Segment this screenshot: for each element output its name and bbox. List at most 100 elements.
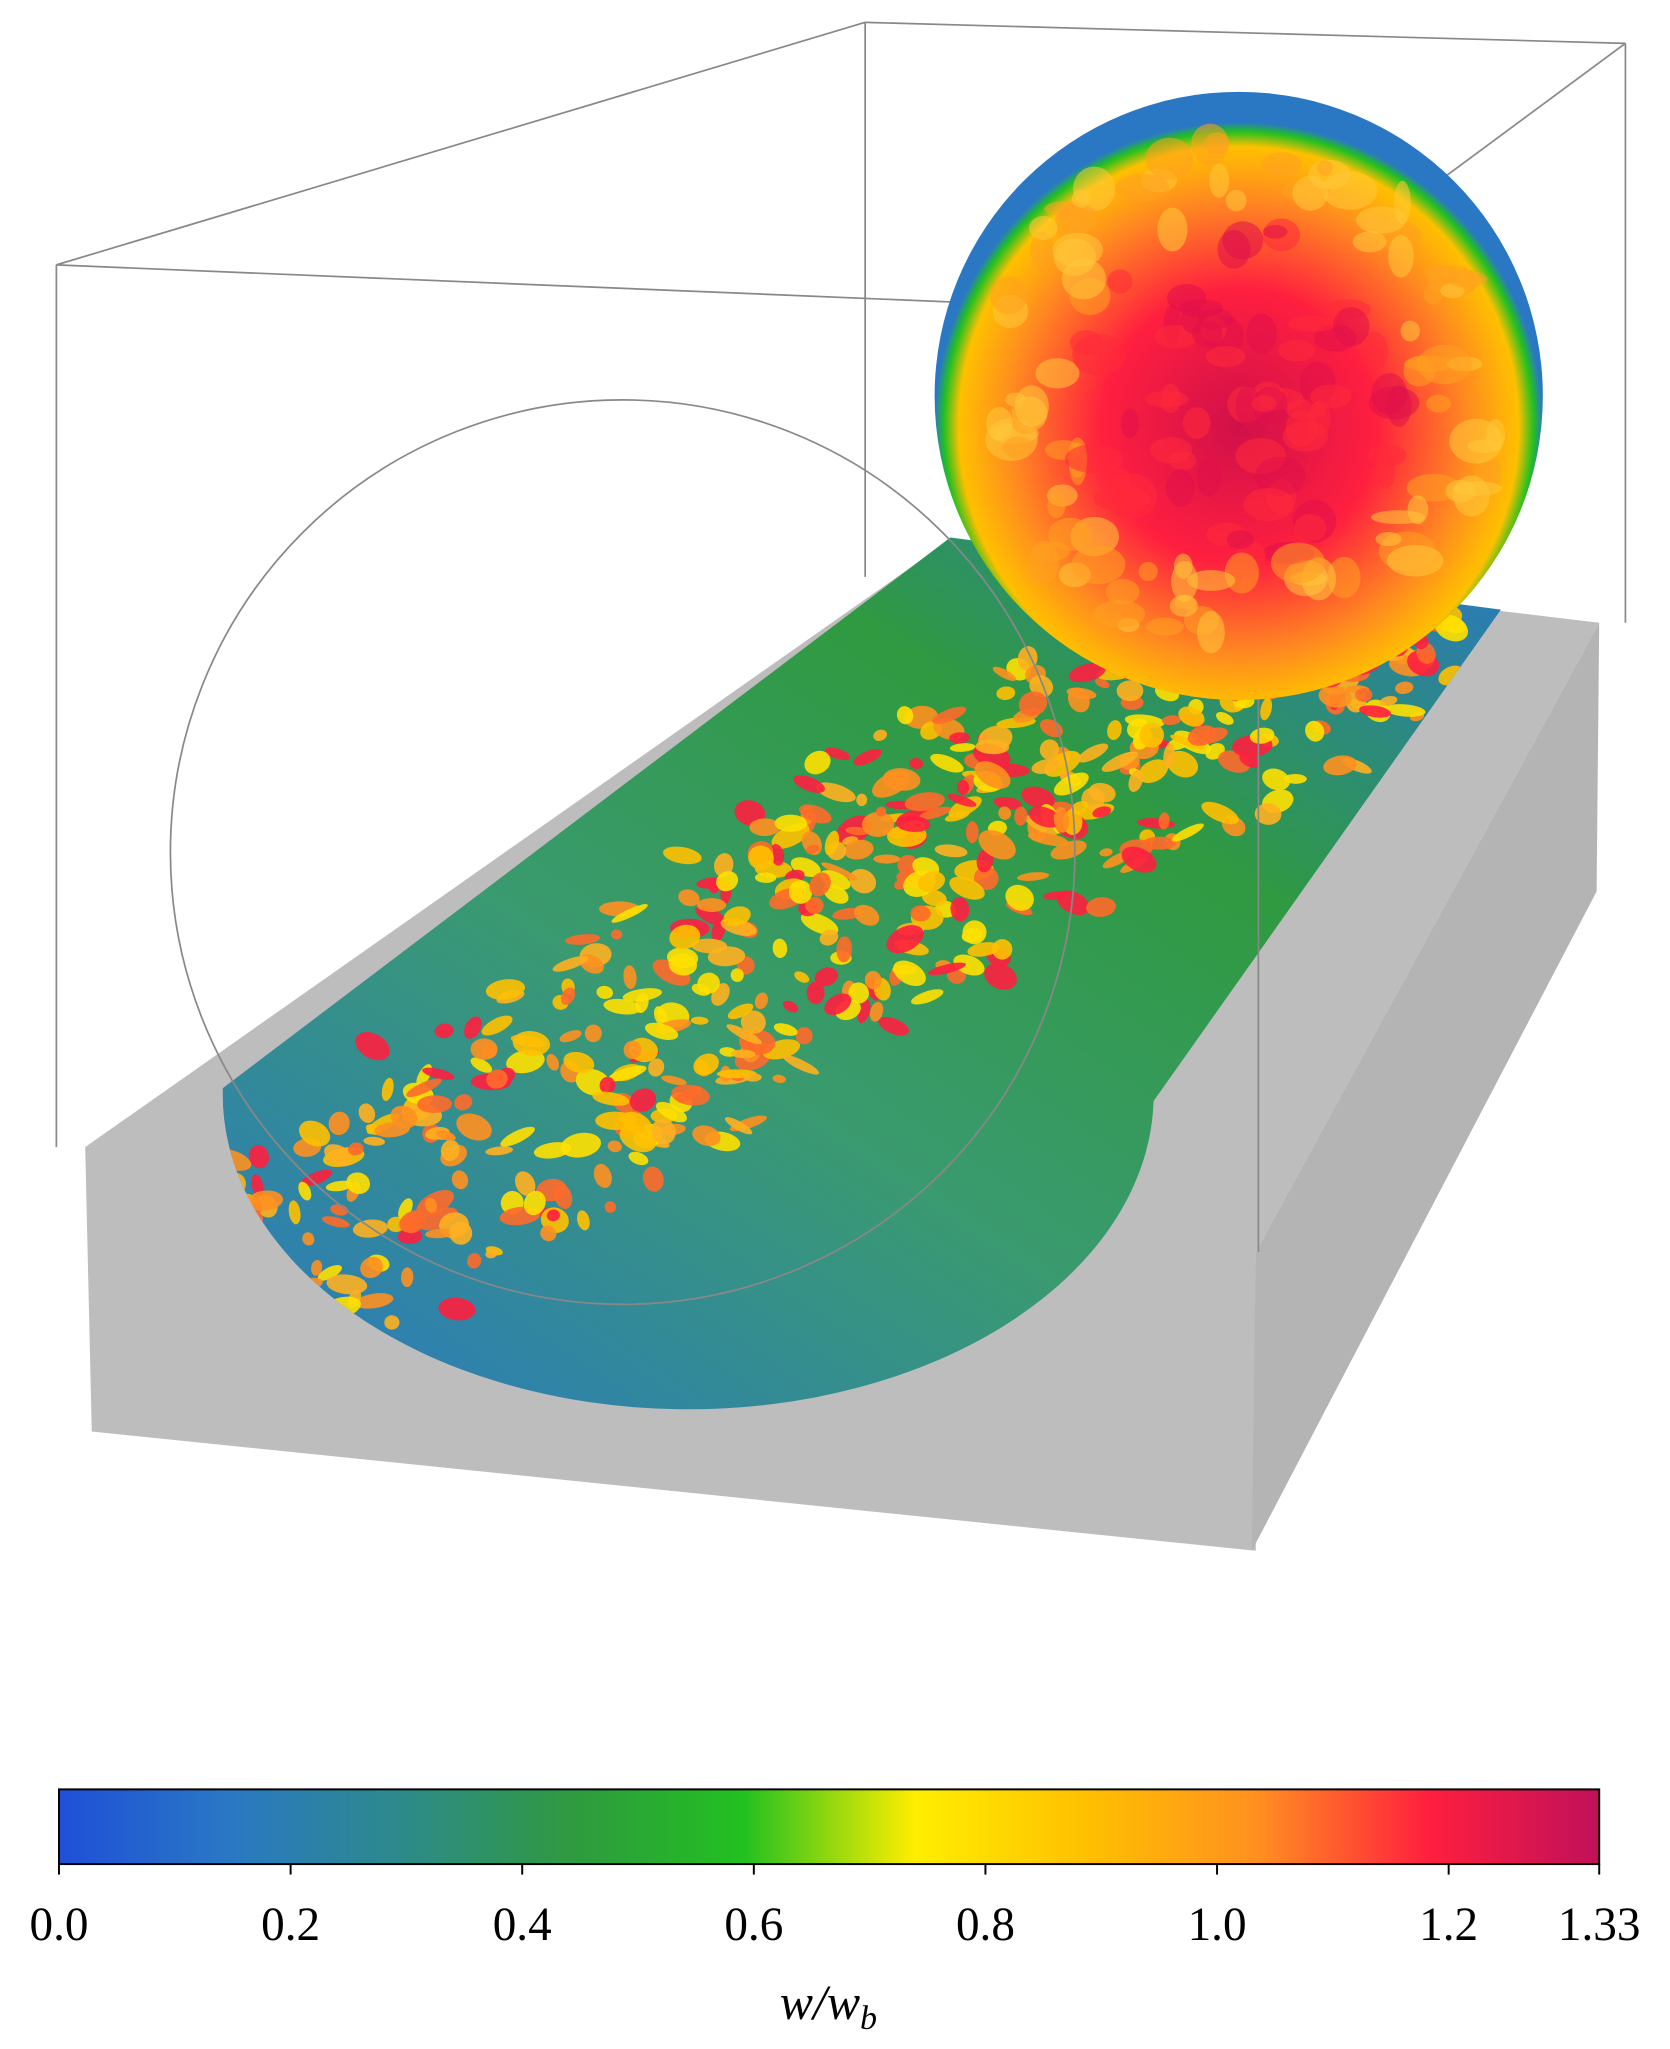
inlet-blob xyxy=(1048,517,1093,551)
flow-blob xyxy=(454,1094,473,1111)
flow-blob xyxy=(1395,681,1414,695)
flow-blob xyxy=(853,748,882,766)
flow-blob xyxy=(248,1145,270,1169)
inlet-blob xyxy=(1138,561,1158,581)
inlet-blob xyxy=(1182,407,1211,440)
flow-blob xyxy=(782,1000,799,1013)
flow-blob xyxy=(560,987,576,1005)
flow-blob xyxy=(546,1053,560,1071)
flow-blob xyxy=(604,1201,616,1213)
flow-blob xyxy=(949,732,971,744)
inlet-blob xyxy=(1146,617,1184,636)
inlet-blob xyxy=(1071,189,1091,208)
inlet-blob xyxy=(1225,189,1247,212)
flow-blob xyxy=(1053,807,1070,833)
inlet-blob xyxy=(1292,175,1329,211)
inlet-blob xyxy=(1368,386,1420,420)
flow-blob xyxy=(1094,678,1110,689)
flow-blob xyxy=(576,1210,590,1231)
inlet-blob xyxy=(1061,258,1107,300)
flow-blob xyxy=(1139,722,1164,748)
flow-blob xyxy=(978,829,1016,860)
inlet-blob xyxy=(1157,207,1188,252)
flow-blob xyxy=(619,1125,657,1153)
flow-blob xyxy=(1027,831,1069,847)
flow-blob xyxy=(1178,706,1205,727)
flow-blob xyxy=(449,1221,473,1245)
flow-blob xyxy=(328,1111,350,1136)
flow-blob xyxy=(552,955,588,972)
flow-blob xyxy=(1039,739,1060,760)
flow-blob xyxy=(648,1058,665,1077)
flow-blob xyxy=(730,968,744,983)
flow-blob xyxy=(773,1023,798,1036)
flow-blob xyxy=(1249,727,1275,744)
flow-blob xyxy=(824,747,851,761)
inlet-blob xyxy=(1014,385,1049,427)
flow-blob xyxy=(824,993,852,1015)
flow-blob xyxy=(754,872,777,883)
flow-blob xyxy=(311,1259,323,1276)
flow-blob xyxy=(298,1181,312,1201)
flow-blob xyxy=(950,896,970,922)
flow-blob xyxy=(745,1073,762,1082)
flow-blob xyxy=(809,872,831,897)
flow-blob xyxy=(611,904,648,923)
flow-blob xyxy=(1088,782,1116,803)
inlet-blob xyxy=(1002,436,1034,459)
inlet-blob xyxy=(1356,206,1406,234)
colorbar: w/wb 0.0 0.2 0.4 0.6 0.8 1.0 1.2 1.33 xyxy=(30,1788,1640,2037)
flow-blob xyxy=(247,1190,283,1211)
flow-blob xyxy=(740,1010,766,1034)
flow-blob xyxy=(1071,801,1089,815)
flow-blob xyxy=(317,1265,342,1281)
inlet-blob xyxy=(1166,468,1195,507)
flow-blob xyxy=(417,1095,453,1113)
flow-blob xyxy=(872,770,910,798)
flow-blob xyxy=(875,806,887,817)
flow-blob xyxy=(873,729,887,741)
flow-blob xyxy=(603,998,642,1015)
flow-blob xyxy=(748,845,774,870)
flow-blob xyxy=(1121,846,1157,873)
flow-blob xyxy=(324,1144,353,1167)
flow-blob xyxy=(695,906,727,926)
flow-blob xyxy=(560,1132,602,1158)
flow-blob xyxy=(1014,806,1028,826)
inlet-blob xyxy=(1057,203,1099,233)
flow-blob xyxy=(1077,743,1109,763)
flow-blob xyxy=(1016,872,1050,881)
flow-blob xyxy=(896,706,914,725)
colorbar-bar xyxy=(58,1788,1601,1866)
flow-blob xyxy=(592,1091,630,1106)
flow-blob xyxy=(692,1125,721,1147)
flow-blob xyxy=(1187,725,1217,746)
flow-blob xyxy=(326,1274,368,1295)
inlet-blob xyxy=(1246,313,1277,354)
inlet-blob xyxy=(1263,224,1288,239)
flow-blob xyxy=(1201,801,1239,825)
flow-blob xyxy=(451,1170,469,1190)
flow-blob xyxy=(965,821,979,844)
inlet-blob xyxy=(1417,344,1472,385)
flow-blob xyxy=(1116,680,1144,702)
flow-blob xyxy=(918,806,952,820)
flow-blob xyxy=(661,1075,687,1086)
inlet-structures xyxy=(985,123,1506,654)
flow-blob xyxy=(1171,823,1204,842)
flow-blob xyxy=(772,938,788,959)
flow-blob xyxy=(805,896,824,914)
flow-blob xyxy=(363,1136,385,1146)
flow-blob xyxy=(856,793,868,807)
inlet-blob xyxy=(1387,544,1444,577)
flow-blob xyxy=(845,826,869,836)
tick-label: 0.8 xyxy=(956,1899,1015,1951)
inlet-blob xyxy=(1486,418,1506,451)
flow-blob xyxy=(730,1049,756,1059)
inlet-blob xyxy=(1235,385,1261,428)
inlet-blob xyxy=(1072,334,1126,376)
flow-blob xyxy=(788,880,813,904)
flow-blob xyxy=(723,906,751,927)
flow-blob xyxy=(1379,696,1398,706)
flow-blob xyxy=(554,1184,573,1209)
